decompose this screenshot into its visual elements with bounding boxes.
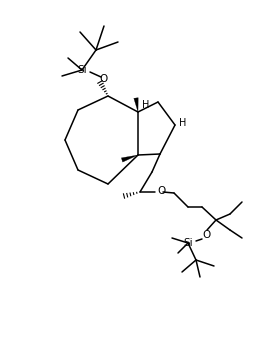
Polygon shape xyxy=(121,155,137,162)
Text: H: H xyxy=(142,100,149,110)
Text: O: O xyxy=(157,186,165,196)
Text: O: O xyxy=(202,230,210,240)
Text: H: H xyxy=(179,118,186,128)
Text: Si: Si xyxy=(77,65,86,75)
Text: Si: Si xyxy=(182,238,192,248)
Text: O: O xyxy=(100,74,108,84)
Polygon shape xyxy=(133,98,138,112)
